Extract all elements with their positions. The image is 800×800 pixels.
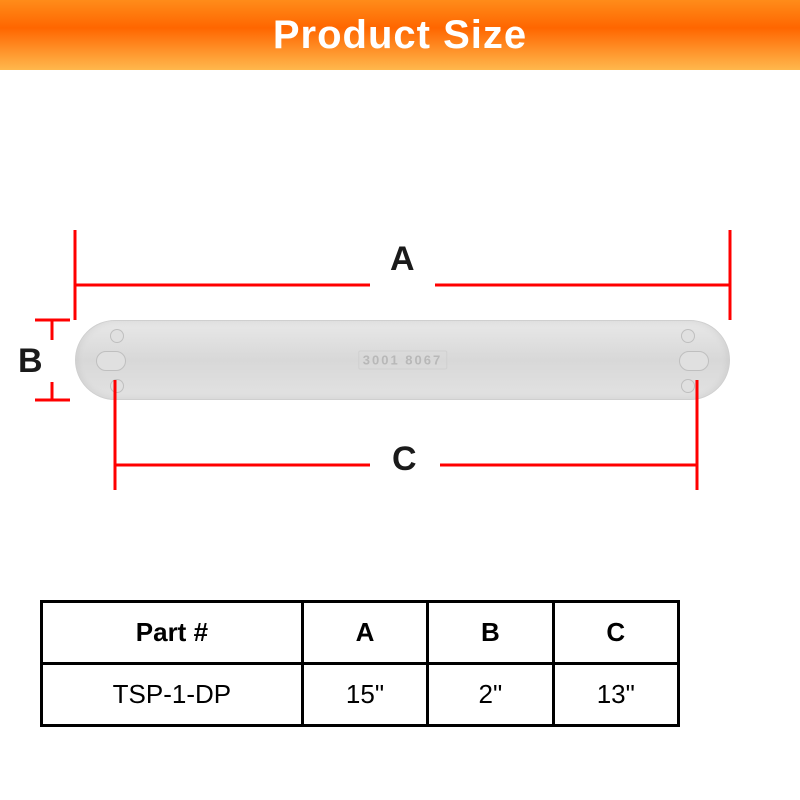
col-header-part: Part # (42, 602, 303, 664)
part-illustration: 3001 8067 (75, 320, 730, 400)
cell-part: TSP-1-DP (42, 664, 303, 726)
col-header-a: A (302, 602, 427, 664)
col-header-c: C (553, 602, 678, 664)
slot-hole-icon (96, 351, 126, 371)
page-title: Product Size (273, 13, 527, 58)
cell-c: 13" (553, 664, 678, 726)
cell-b: 2" (428, 664, 553, 726)
size-table: Part # A B C TSP-1-DP 15" 2" 13" (40, 600, 680, 727)
col-header-b: B (428, 602, 553, 664)
hole-group-left (92, 329, 142, 393)
slot-hole-icon (679, 351, 709, 371)
dimension-label-c: C (392, 440, 417, 479)
table-row: TSP-1-DP 15" 2" 13" (42, 664, 679, 726)
hole-icon (681, 379, 695, 393)
hole-icon (110, 379, 124, 393)
dimension-diagram: 3001 8067 (0, 70, 800, 540)
cell-a: 15" (302, 664, 427, 726)
part-engraving: 3001 8067 (358, 351, 447, 370)
header-banner: Product Size (0, 0, 800, 70)
hole-icon (110, 329, 124, 343)
hole-icon (681, 329, 695, 343)
hole-group-right (663, 329, 713, 393)
dimension-label-b: B (18, 342, 43, 381)
table-header-row: Part # A B C (42, 602, 679, 664)
dimension-label-a: A (390, 240, 415, 279)
